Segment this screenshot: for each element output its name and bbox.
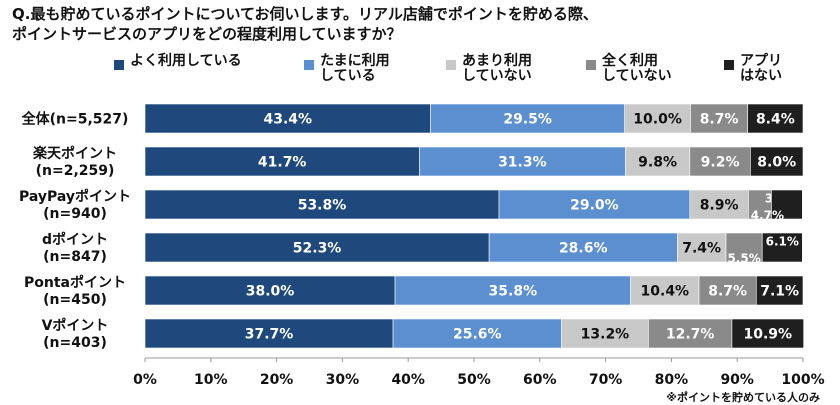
data-label: 25.6% bbox=[453, 327, 502, 343]
legend-swatch bbox=[724, 60, 734, 70]
data-label: 52.3% bbox=[293, 241, 342, 257]
category-label: 全体(n=5,527) bbox=[21, 111, 129, 128]
legend-item-often: よく利用している bbox=[114, 54, 242, 70]
data-label: 43.4% bbox=[263, 112, 312, 128]
legend-swatch bbox=[446, 60, 456, 70]
bar-segment bbox=[747, 103, 804, 134]
bar-segment bbox=[755, 275, 804, 306]
bar-segment bbox=[725, 232, 763, 263]
data-label: 7.1% bbox=[760, 284, 799, 300]
bar-segment bbox=[625, 146, 691, 177]
bar-segment bbox=[731, 318, 804, 349]
bar-segment bbox=[144, 318, 394, 349]
legend-swatch bbox=[114, 60, 124, 70]
data-label: 37.7% bbox=[245, 327, 294, 343]
data-label: 13.2% bbox=[581, 327, 630, 343]
bar-segment bbox=[498, 189, 691, 220]
legend-item-sometimes: たまに利用 している bbox=[304, 54, 390, 84]
category-label: (n=847) bbox=[43, 249, 107, 265]
data-label: 8.4% bbox=[756, 112, 795, 128]
bar-segment bbox=[771, 189, 803, 220]
x-tick-label: 10% bbox=[194, 372, 228, 388]
legend-item-rarely: あまり利用 していない bbox=[446, 54, 532, 84]
legend-swatch bbox=[586, 60, 596, 70]
bar-segment bbox=[750, 146, 804, 177]
data-label: 8.9% bbox=[700, 198, 739, 214]
title-line-1: Q.最も貯めているポイントについてお伺いします。リアル店舗でポイントを貯める際、 bbox=[12, 5, 598, 23]
data-label: 7.4% bbox=[682, 241, 721, 257]
x-tick-label: 20% bbox=[260, 372, 294, 388]
data-label: 10.4% bbox=[641, 284, 690, 300]
category-label: Vポイント bbox=[42, 317, 109, 334]
x-tick-label: 40% bbox=[391, 372, 425, 388]
data-label: 8.0% bbox=[757, 155, 796, 171]
data-label: 38.0% bbox=[246, 284, 295, 300]
bar-segment bbox=[488, 232, 678, 263]
category-label: (n=940) bbox=[43, 206, 107, 222]
bar-segment bbox=[430, 103, 625, 134]
chart-title: Q.最も貯めているポイントについてお伺いします。リアル店舗でポイントを貯める際、… bbox=[12, 4, 712, 44]
legend-item-no-app: アプリ はない bbox=[724, 54, 782, 84]
category-label: 楽天ポイント bbox=[32, 145, 117, 162]
bar-segment bbox=[648, 318, 733, 349]
bar-segment bbox=[698, 275, 757, 306]
bar-segment bbox=[624, 103, 691, 134]
x-tick-label: 50% bbox=[457, 372, 491, 388]
bar-segment bbox=[144, 232, 490, 263]
bar-segment bbox=[144, 189, 500, 220]
data-label: 5.5% bbox=[727, 252, 760, 266]
x-tick-label: 90% bbox=[720, 372, 754, 388]
category-label: Pontaポイント bbox=[24, 274, 126, 291]
data-label: 29.5% bbox=[503, 112, 552, 128]
category-label: (n=2,259) bbox=[36, 163, 115, 179]
x-tick-label: 0% bbox=[133, 372, 157, 388]
x-tick-label: 60% bbox=[523, 372, 557, 388]
legend-label: たまに利用 している bbox=[320, 53, 390, 84]
legend-label: アプリ はない bbox=[740, 53, 782, 84]
category-label: (n=450) bbox=[43, 292, 107, 308]
bar-segment bbox=[561, 318, 649, 349]
legend-label: 全く利用 していない bbox=[602, 53, 672, 84]
category-label: (n=403) bbox=[43, 335, 107, 351]
x-tick-label: 100% bbox=[781, 372, 824, 388]
bar-segment bbox=[761, 232, 803, 263]
data-label: 8.7% bbox=[700, 112, 739, 128]
data-label: 9.2% bbox=[701, 155, 740, 171]
data-label: 31.3% bbox=[498, 155, 547, 171]
data-label: 35.8% bbox=[489, 284, 538, 300]
data-label: 9.8% bbox=[638, 155, 677, 171]
data-label: 6.1% bbox=[766, 235, 799, 249]
footnote: ※ポイントを貯めている人のみ bbox=[666, 391, 820, 404]
category-label: dポイント bbox=[42, 231, 108, 248]
legend-label: あまり利用 していない bbox=[462, 53, 532, 84]
bar-segment bbox=[419, 146, 626, 177]
data-label: 8.7% bbox=[708, 284, 747, 300]
data-label: 28.6% bbox=[559, 241, 608, 257]
legend-swatch bbox=[304, 60, 314, 70]
category-label: PayPayポイント bbox=[19, 188, 131, 205]
data-label: 10.0% bbox=[633, 112, 682, 128]
legend-label: よく利用している bbox=[130, 53, 242, 69]
data-label: 10.9% bbox=[744, 327, 793, 343]
data-label: 53.8% bbox=[298, 198, 347, 214]
bar-segment bbox=[630, 275, 700, 306]
data-label: 12.7% bbox=[666, 327, 715, 343]
legend: よく利用している たまに利用 している あまり利用 していない 全く利用 してい… bbox=[0, 0, 840, 84]
x-tick-label: 30% bbox=[326, 372, 360, 388]
legend-item-never: 全く利用 していない bbox=[586, 54, 672, 84]
x-tick-label: 80% bbox=[655, 372, 689, 388]
data-label: 29.0% bbox=[570, 198, 619, 214]
title-line-2: ポイントサービスのアプリをどの程度利用していますか？ bbox=[12, 25, 402, 43]
bar-segment bbox=[144, 103, 431, 134]
bar-segment bbox=[144, 146, 420, 177]
bar-segment bbox=[690, 103, 749, 134]
data-label: 4.7% bbox=[751, 209, 784, 223]
x-tick-label: 70% bbox=[589, 372, 623, 388]
data-label: 41.7% bbox=[258, 155, 307, 171]
